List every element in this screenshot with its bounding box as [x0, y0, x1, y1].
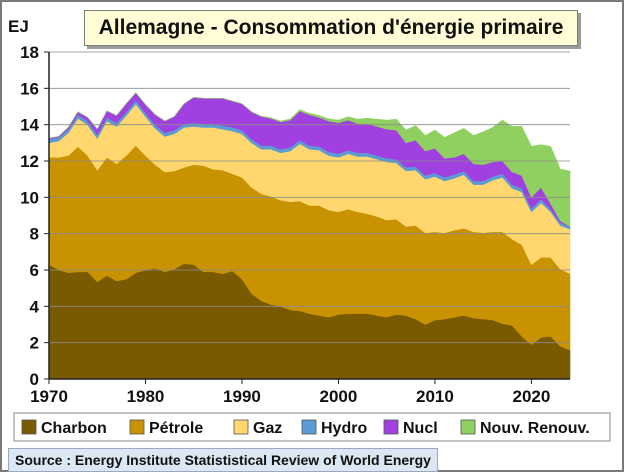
- legend-swatch-nouv-renouv: [460, 419, 476, 435]
- y-tick-label: 8: [30, 225, 39, 244]
- y-tick-label: 14: [20, 116, 39, 135]
- y-tick-label: 0: [30, 370, 39, 389]
- y-tick-label: 6: [30, 261, 39, 280]
- x-tick-label: 2020: [512, 387, 550, 406]
- legend-swatch-gaz: [233, 419, 249, 435]
- legend-label-charbon: Charbon: [41, 420, 107, 437]
- x-tick-label: 2000: [320, 387, 358, 406]
- x-tick-label: 2010: [416, 387, 454, 406]
- y-tick-labels: 0 2 4 6 8 10 12 14 16 18: [20, 43, 49, 389]
- legend-swatch-petrole: [129, 419, 145, 435]
- legend-label-nouv-renouv: Nouv. Renouv.: [480, 420, 590, 437]
- y-tick-label: 4: [30, 297, 40, 316]
- legend-label-gaz: Gaz: [253, 420, 282, 437]
- legend-label-nucl: Nucl: [403, 420, 438, 437]
- source-note: Source : Energy Institute Statististical…: [8, 448, 438, 472]
- legend-label-hydro: Hydro: [321, 420, 367, 437]
- legend-swatch-nucl: [383, 419, 399, 435]
- legend-swatch-charbon: [21, 419, 37, 435]
- y-tick-label: 10: [20, 188, 39, 207]
- y-tick-label: 16: [20, 79, 39, 98]
- legend-swatch-hydro: [301, 419, 317, 435]
- y-tick-label: 2: [30, 334, 39, 353]
- y-tick-label: 12: [20, 152, 39, 171]
- x-tick-label: 1970: [30, 387, 68, 406]
- y-axis-label: EJ: [8, 17, 29, 36]
- x-tick-label: 1980: [127, 387, 165, 406]
- legend: Charbon Pétrole Gaz Hydro Nucl Nouv. Renouv.: [13, 412, 611, 442]
- x-tick-labels: 1970 1980 1990 2000 2010 2020: [30, 379, 550, 406]
- area-series-nouv-renouv: [48, 92, 571, 227]
- legend-label-petrole: Pétrole: [149, 420, 203, 437]
- series-layer: [48, 92, 571, 380]
- x-tick-label: 1990: [223, 387, 261, 406]
- chart-title: Allemagne - Consommation d'énergie prima…: [84, 10, 578, 46]
- y-tick-label: 18: [20, 43, 39, 62]
- grid-layer: [49, 51, 570, 344]
